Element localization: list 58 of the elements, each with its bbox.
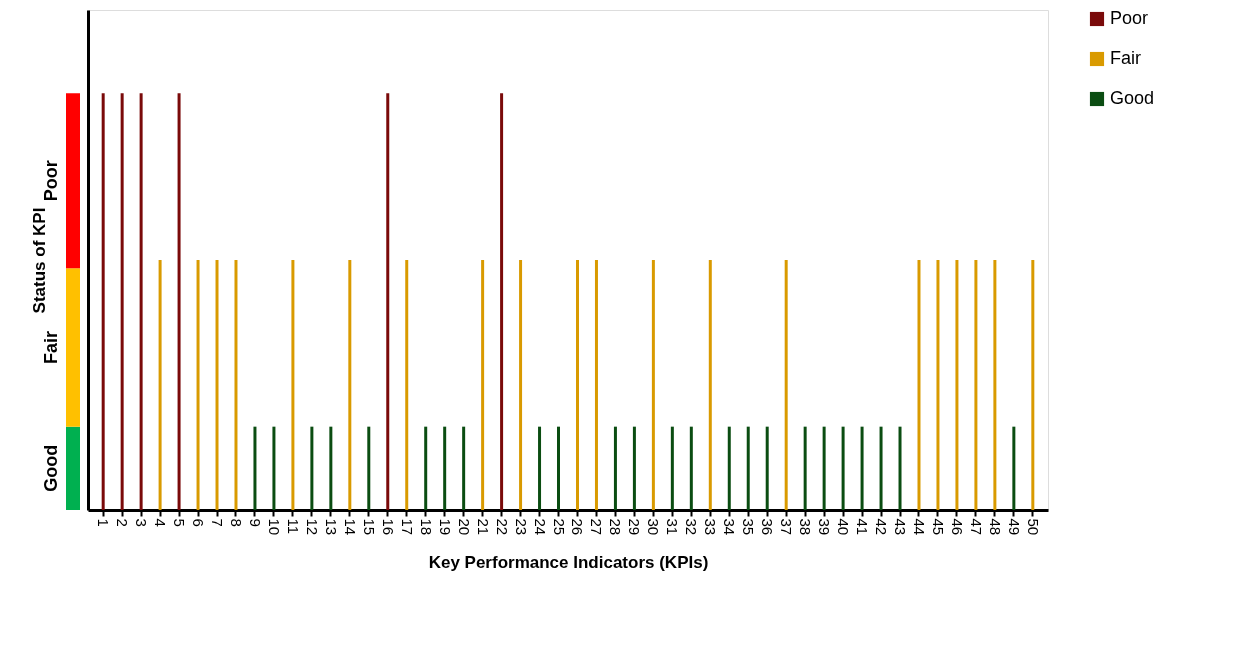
x-tick-label: 16 [379, 518, 397, 536]
x-tick-label: 5 [171, 518, 189, 527]
x-tick-label: 41 [854, 518, 872, 536]
x-tick-label: 19 [436, 518, 454, 536]
x-tick-label: 20 [455, 518, 473, 536]
x-tick-label: 36 [759, 518, 777, 536]
x-tick-label: 2 [114, 518, 132, 527]
x-tick-label: 23 [512, 518, 530, 536]
x-tick-label: 50 [1024, 518, 1042, 536]
x-tick-label: 3 [133, 518, 151, 527]
x-tick-label: 7 [209, 518, 227, 527]
x-tick-label: 43 [892, 518, 910, 536]
text: Fair [41, 330, 61, 365]
x-tick-label: 13 [322, 518, 340, 536]
x-tick-label: 1 [95, 518, 113, 527]
x-tick-label: 9 [246, 518, 264, 527]
x-tick-label: 21 [474, 518, 492, 536]
legend-label: Poor [1110, 8, 1149, 28]
x-tick-label: 8 [227, 518, 245, 527]
legend-label: Good [1110, 88, 1155, 108]
x-tick-label: 35 [740, 518, 758, 536]
x-tick-label: 49 [1005, 518, 1023, 536]
x-tick-label: 32 [683, 518, 701, 536]
x-tick-label: 37 [778, 518, 796, 536]
x-tick-label: 29 [626, 518, 644, 536]
x-tick-label: 14 [341, 518, 359, 536]
x-tick-label: 22 [493, 518, 511, 536]
x-tick-label: 11 [284, 518, 302, 535]
x-tick-label: 46 [948, 518, 966, 536]
x-tick-label: 28 [607, 518, 625, 536]
x-tick-label: 18 [417, 518, 435, 536]
x-tick-label: 33 [702, 518, 720, 536]
x-tick-label: 15 [360, 518, 378, 536]
x-tick-label: 26 [569, 518, 587, 536]
text: Good [41, 444, 61, 492]
x-tick-label: 24 [531, 518, 549, 536]
x-tick-label: 30 [645, 518, 663, 536]
x-tick-label: 47 [967, 518, 985, 536]
x-tick-label: 40 [835, 518, 853, 536]
text: Poor [41, 160, 61, 202]
x-tick-label: 25 [550, 518, 568, 536]
x-tick-label: 42 [873, 518, 891, 536]
x-tick-label: 4 [152, 518, 170, 527]
x-tick-label: 38 [797, 518, 815, 536]
x-axis-title: Key Performance Indicators (KPIs) [428, 553, 709, 573]
x-tick-label: 39 [816, 518, 834, 536]
x-tick-label: 17 [398, 518, 416, 536]
x-tick-label: 10 [265, 518, 283, 536]
x-tick-label: 27 [588, 518, 606, 536]
x-tick-label: 34 [721, 518, 739, 536]
y-axis-title: Status of KPI [29, 207, 49, 314]
x-tick-label: 45 [929, 518, 947, 536]
x-tick-label: 12 [303, 518, 321, 536]
legend-label: Fair [1110, 48, 1141, 68]
x-tick-label: 31 [664, 518, 682, 536]
x-tick-label: 6 [190, 518, 208, 527]
x-tick-label: 48 [986, 518, 1004, 536]
x-tick-label: 44 [910, 518, 928, 536]
